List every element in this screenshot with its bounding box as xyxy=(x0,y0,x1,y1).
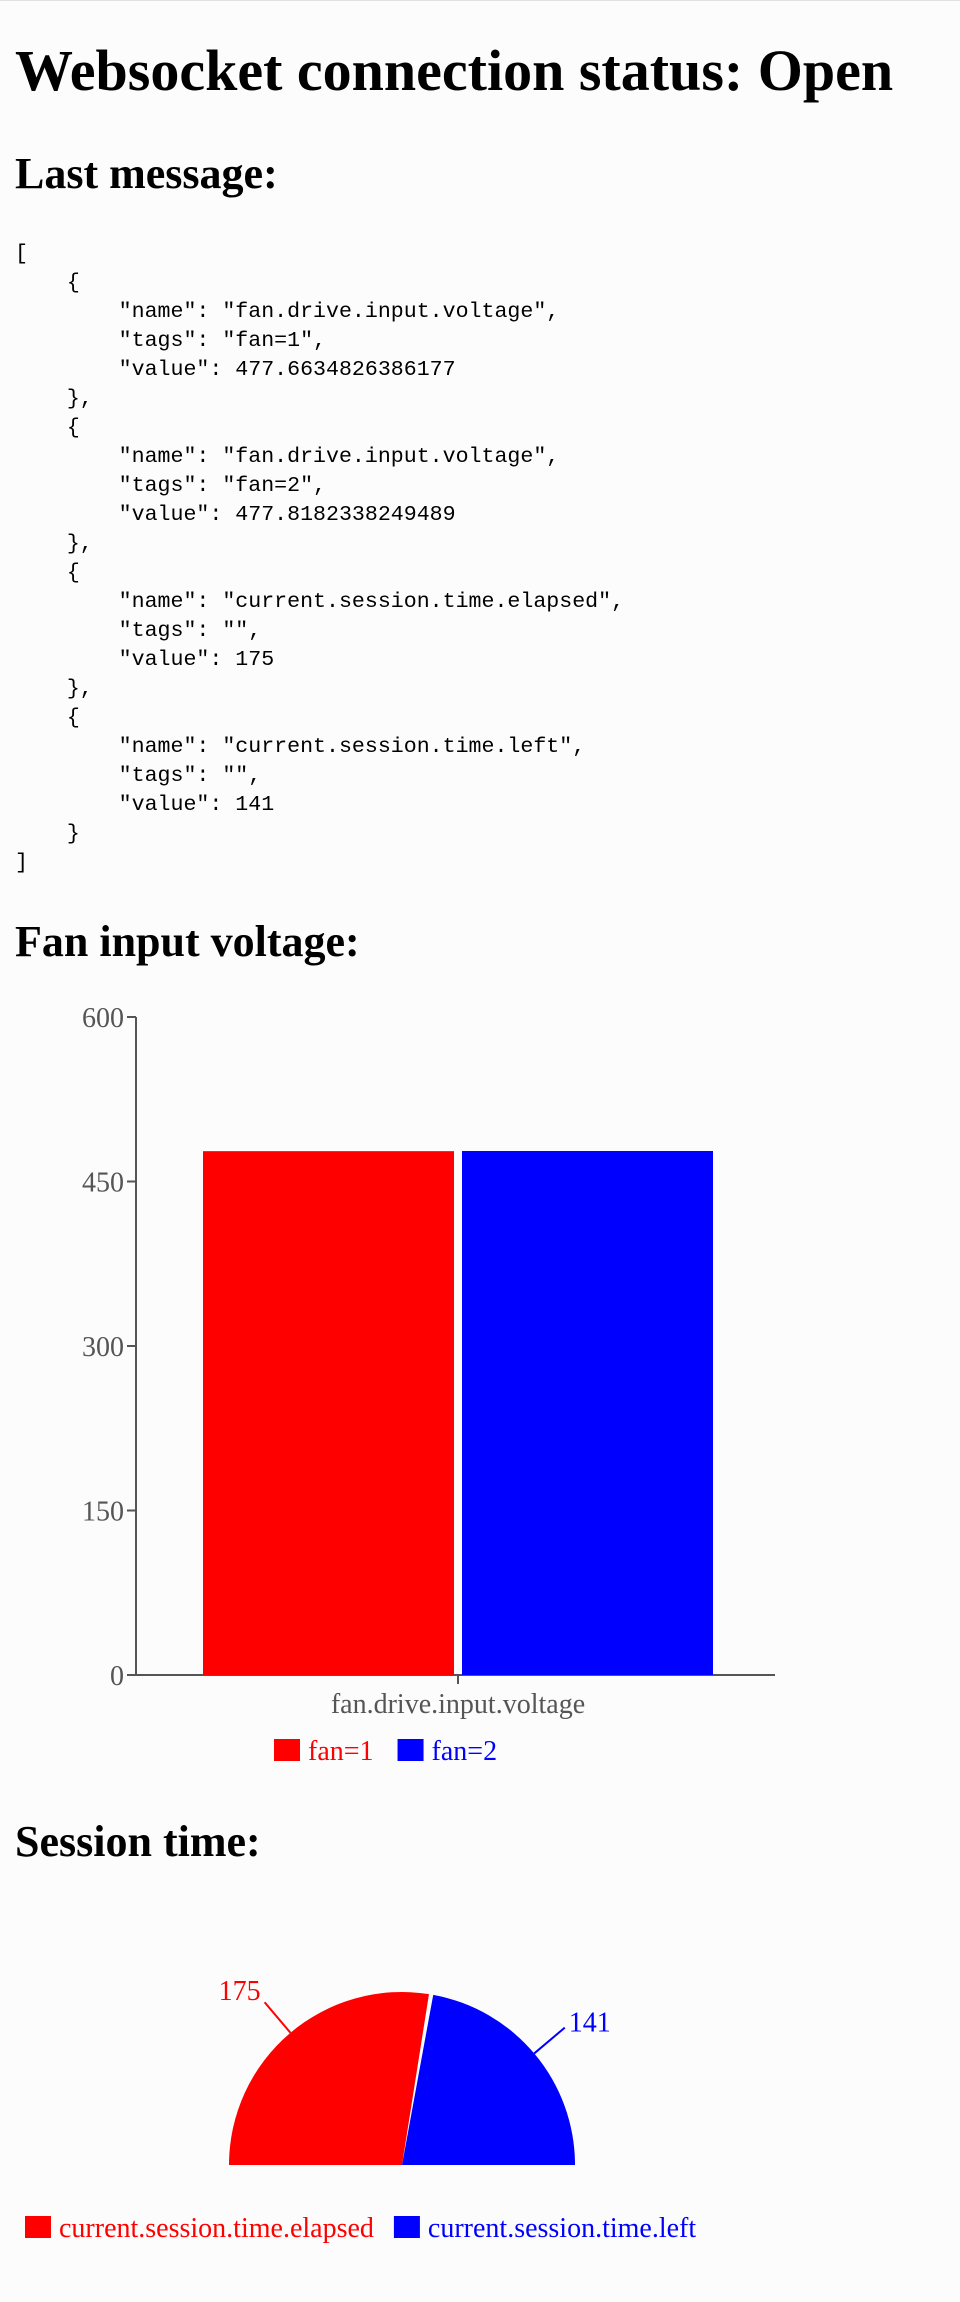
pie-slice-current.session.time.left xyxy=(402,1994,575,2165)
pie-leader-line xyxy=(533,2026,566,2055)
y-tick-label: 450 xyxy=(82,1168,124,1199)
legend-label-fan=2: fan=2 xyxy=(432,1736,498,1767)
bar-fan=2 xyxy=(462,1150,713,1675)
y-tick-label: 150 xyxy=(82,1497,124,1528)
fan-voltage-heading: Fan input voltage: xyxy=(15,917,360,966)
connection-status-heading: Websocket connection status: Open xyxy=(15,38,894,103)
legend-swatch-fan=2 xyxy=(397,1739,424,1761)
legend-label-fan=1: fan=1 xyxy=(308,1736,374,1767)
legend-swatch-current.session.time.elapsed xyxy=(25,2216,51,2238)
y-tick-label: 0 xyxy=(110,1661,124,1692)
pie-slice-current.session.time.elapsed xyxy=(229,1992,429,2165)
y-tick-label: 300 xyxy=(82,1332,124,1363)
legend-swatch-current.session.time.left xyxy=(393,2216,420,2238)
last-message-heading: Last message: xyxy=(15,149,278,198)
pie-leader-line xyxy=(263,2001,292,2034)
bar-fan=1 xyxy=(203,1151,454,1675)
x-tick-label: fan.drive.input.voltage xyxy=(331,1689,585,1720)
pie-value-label: 175 xyxy=(219,1976,261,2007)
last-message-json: [ { "name": "fan.drive.input.voltage", "… xyxy=(15,242,625,875)
fan-voltage-bar-chart: 0 150 300 450 600 fan.drive.input.voltage fan=… xyxy=(82,1003,775,1767)
legend-label-current.session.time.left: current.session.time.left xyxy=(428,2213,696,2244)
legend-label-current.session.time.elapsed: current.session.time.elapsed xyxy=(59,2213,374,2244)
session-time-heading: Session time: xyxy=(15,1817,261,1866)
y-tick-label: 600 xyxy=(82,1003,124,1034)
pie-value-label: 141 xyxy=(569,2008,611,2039)
top-border xyxy=(0,0,960,1)
legend-swatch-fan=1 xyxy=(274,1739,300,1761)
